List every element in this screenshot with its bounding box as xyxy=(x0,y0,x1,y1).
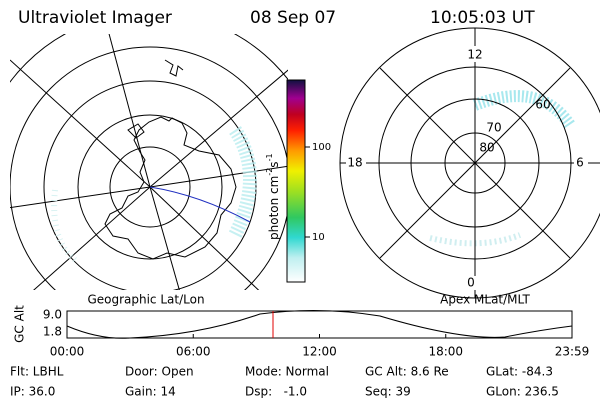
footer-field: Dsp: -1.0 xyxy=(245,385,307,399)
footer-field: Flt: LBHL xyxy=(10,365,64,379)
altitude-xtick-label: 18:00 xyxy=(428,345,463,359)
right-panel-label: Apex MLat/MLT xyxy=(440,293,530,307)
geographic-map xyxy=(10,34,288,290)
left-panel-label: Geographic Lat/Lon xyxy=(87,293,204,307)
mlt-label: 12 xyxy=(467,48,482,62)
footer-field: Mode: Normal xyxy=(245,365,329,379)
colorbar xyxy=(286,79,306,283)
title: Ultraviolet Imager xyxy=(18,8,172,28)
altitude-xtick-label: 12:00 xyxy=(302,345,337,359)
date: 08 Sep 07 xyxy=(250,8,336,28)
footer-field: Gain: 14 xyxy=(125,385,176,399)
footer-field: Seq: 39 xyxy=(365,385,411,399)
colorbar-tick-label: 100 xyxy=(312,142,331,153)
altitude-curve xyxy=(66,309,573,339)
altitude-ytick: 1.8 xyxy=(43,325,62,339)
colorbar-label: photon cm-2s-1 xyxy=(265,153,281,240)
footer-field: IP: 36.0 xyxy=(10,385,55,399)
mlt-label: 18 xyxy=(347,156,362,170)
mlt-label: 6 xyxy=(576,156,584,170)
lat-label: 60 xyxy=(535,98,550,112)
footer-field: Door: Open xyxy=(125,365,194,379)
lat-label: 80 xyxy=(479,141,494,155)
colorbar-tick-label: 10 xyxy=(312,232,325,243)
altitude-xtick-label: 23:59 xyxy=(555,345,590,359)
altitude-xtick-label: 00:00 xyxy=(50,345,85,359)
altitude-xtick-label: 06:00 xyxy=(176,345,211,359)
altitude-ylabel: GC Alt xyxy=(13,305,27,343)
time: 10:05:03 UT xyxy=(430,8,535,28)
altitude-frame xyxy=(66,310,573,339)
altitude-ytick: 9.0 xyxy=(43,308,62,322)
mlt-label: 0 xyxy=(467,276,475,290)
footer-field: GLat: -84.3 xyxy=(486,365,553,379)
lat-label: 70 xyxy=(486,121,501,135)
mlt-dial xyxy=(339,27,600,299)
footer-field: GLon: 236.5 xyxy=(486,385,559,399)
footer-field: GC Alt: 8.6 Re xyxy=(365,365,449,379)
